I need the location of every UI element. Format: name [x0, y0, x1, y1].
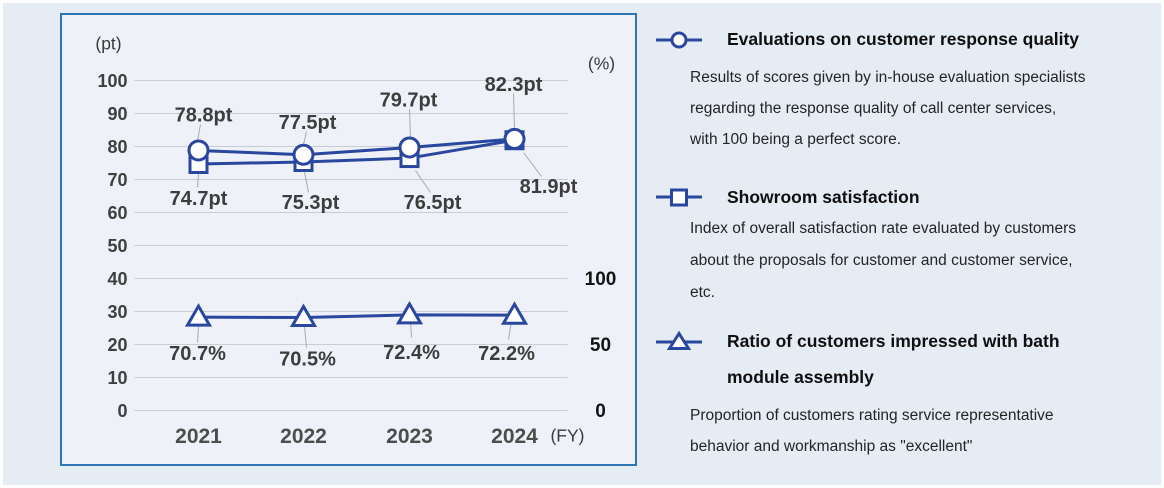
label-leader-line [409, 109, 411, 138]
left-axis-unit-label: (pt) [95, 34, 121, 54]
x-axis-category-label: 2024 [491, 425, 538, 448]
line-chart: 0 10 20 30 40 50 60 70 80 90 100 0 50 100 (pt) (%) (FY) 2… [95, 34, 617, 448]
legend-title-text: module assembly [727, 367, 874, 387]
legend-desc-line: etc. [690, 284, 715, 301]
data-label: 82.3pt [485, 74, 543, 96]
legend-title-evaluations: Evaluations on customer response quality [727, 27, 1079, 52]
circle-data-marker [503, 127, 526, 150]
legend-desc-line: regarding the response quality of call c… [690, 100, 1057, 117]
triangle-series-legend-marker-icon [655, 330, 703, 351]
label-leader-line [197, 124, 201, 141]
data-label: 76.5pt [404, 192, 462, 214]
data-label: 72.2% [478, 343, 535, 365]
circle-data-marker [187, 139, 210, 162]
legend-desc-line: Proportion of customers rating service r… [690, 407, 1054, 424]
series-line-triangle [198, 313, 515, 319]
data-label: 74.7pt [170, 188, 228, 210]
label-leader-line [513, 93, 515, 129]
left-axis-tick-label: 50 [107, 236, 127, 256]
data-label: 77.5pt [279, 112, 337, 134]
legend-desc-line: about the proposals for customer and cus… [690, 252, 1073, 269]
legend-desc-showroom: Index of overall satisfaction rate evalu… [690, 213, 1076, 309]
data-label: 70.7% [169, 343, 226, 365]
label-leader-line [304, 326, 307, 348]
right-axis-tick-label: 0 [595, 401, 606, 422]
legend-desc-line: Index of overall satisfaction rate evalu… [690, 220, 1076, 237]
data-label: 81.9pt [520, 176, 578, 198]
circle-data-marker [398, 136, 421, 159]
right-axis-tick-label: 100 [585, 269, 617, 290]
label-leader-line [303, 131, 307, 145]
label-leader-line [197, 325, 199, 343]
right-axis-tick-label: 50 [590, 335, 611, 356]
triangle-data-marker [184, 303, 213, 327]
legend-title-showroom: Showroom satisfaction [727, 185, 920, 210]
circle-series-legend-marker-icon [655, 30, 703, 50]
data-label: 70.5% [279, 348, 336, 370]
x-axis-category-label: 2021 [175, 425, 222, 448]
legend-title-text: Evaluations on customer response quality [727, 29, 1080, 49]
legend-desc-line: with 100 being a perfect score. [690, 131, 902, 148]
left-axis-tick-label: 0 [117, 401, 127, 421]
series-line-square [198, 138, 515, 166]
triangle-data-marker [500, 301, 529, 325]
x-axis-unit-label: (FY) [550, 426, 584, 446]
left-axis-tick-label: 60 [107, 203, 127, 223]
chart-panel: 0 10 20 30 40 50 60 70 80 90 100 0 50 100 (pt) (%) (FY) 2… [60, 13, 637, 466]
left-axis-tick-label: 90 [107, 104, 127, 124]
left-axis-tick-label: 100 [97, 71, 127, 91]
data-label: 75.3pt [282, 192, 340, 214]
triangle-data-marker [289, 303, 318, 327]
circle-data-marker [292, 143, 315, 166]
left-axis-tick-label: 20 [107, 335, 127, 355]
left-axis-tick-label: 30 [107, 302, 127, 322]
x-axis-category-label: 2023 [386, 425, 433, 448]
square-series-legend-marker-icon [655, 187, 703, 207]
left-axis-tick-label: 80 [107, 137, 127, 157]
label-leader-line [415, 170, 431, 193]
legend-desc-line: Results of scores given by in-house eval… [690, 69, 1086, 86]
label-leader-line [523, 152, 542, 177]
legend-desc-bath-module: Proportion of customers rating service r… [690, 401, 1054, 462]
data-label: 72.4% [383, 342, 440, 364]
label-leader-line [304, 171, 309, 193]
x-axis-category-label: 2022 [280, 425, 327, 448]
left-axis-tick-label: 10 [107, 368, 127, 388]
legend-title-bath-module: Ratio of customers impressed with bath m… [727, 329, 1060, 390]
data-label: 78.8pt [175, 104, 233, 126]
data-label: 79.7pt [380, 89, 438, 111]
left-axis-tick-label: 40 [107, 269, 127, 289]
right-axis-unit-label: (%) [588, 54, 615, 74]
legend-desc-line: behavior and workmanship as "excellent" [690, 437, 973, 455]
legend-title-text: Showroom satisfaction [727, 187, 920, 207]
legend-title-text: Ratio of customers impressed with bath [727, 331, 1060, 351]
left-axis-tick-label: 70 [107, 170, 127, 190]
label-leader-line [197, 173, 199, 188]
series-line-circle [198, 137, 515, 157]
triangle-data-marker [395, 300, 424, 325]
legend-desc-evaluations: Results of scores given by in-house eval… [690, 62, 1085, 155]
